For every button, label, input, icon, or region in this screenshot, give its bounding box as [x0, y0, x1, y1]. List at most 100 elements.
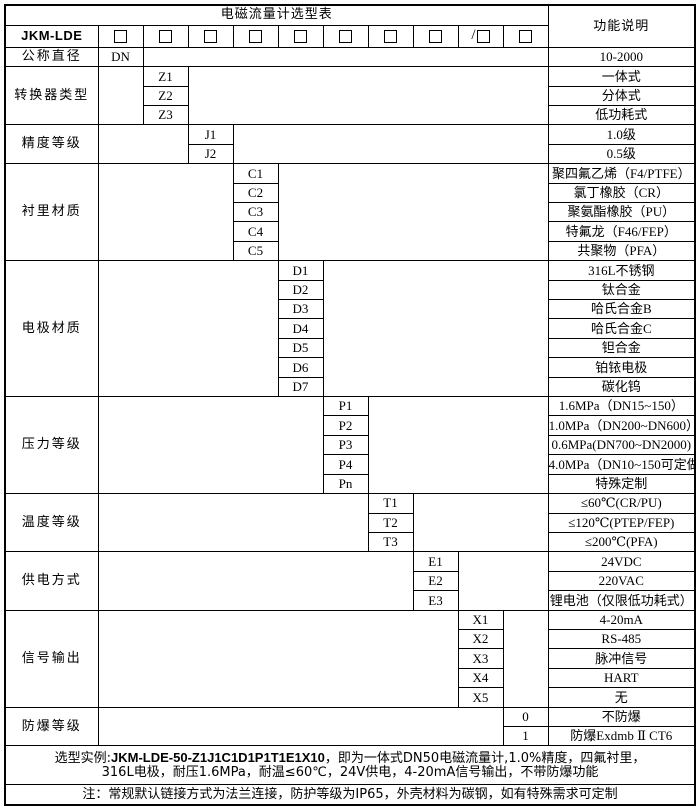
code-box-9[interactable]: /	[457, 24, 504, 48]
code-power-e1[interactable]: E1	[412, 551, 459, 572]
description-lining-c3: 聚氨酯橡胶（PU）	[547, 202, 696, 223]
code-accuracy-j1[interactable]: J1	[187, 124, 234, 145]
description-explosion-0: 不防爆	[547, 706, 696, 727]
code-box-5[interactable]	[277, 24, 324, 48]
row-lining-4: C4 特氟龙（F46/FEP）	[5, 221, 696, 242]
code-pressure-p4[interactable]: P4	[322, 454, 369, 475]
model-code-row: JKM-LDE /	[4, 24, 695, 48]
code-pressure-p3[interactable]: P3	[322, 434, 369, 456]
row-explosion-1: 防爆等级 0 不防爆	[4, 706, 696, 747]
description-signal-x1: 4-20mA	[547, 609, 696, 630]
square-box-icon	[294, 30, 307, 44]
code-box-2[interactable]	[142, 24, 189, 48]
row-temperature-3: T3 ≤200℃(PFA)	[5, 531, 696, 553]
code-box-8[interactable]	[412, 24, 459, 48]
row-signal-5: X5 无	[5, 687, 696, 708]
code-accuracy-j2[interactable]: J2	[187, 143, 234, 165]
description-pressure-p3: 0.6MPa(DN700~DN2000)	[547, 434, 696, 456]
code-explosion-0[interactable]: 0	[502, 706, 549, 727]
description-accuracy-j1: 1.0级	[547, 124, 696, 145]
code-electrode-d3[interactable]: D3	[277, 299, 324, 320]
code-electrode-d6[interactable]: D6	[277, 357, 324, 378]
code-lining-c1[interactable]: C1	[232, 163, 279, 184]
slash-separator: /	[471, 27, 476, 44]
code-temperature-t3[interactable]: T3	[367, 531, 414, 553]
code-signal-x1[interactable]: X1	[457, 609, 504, 630]
code-box-4[interactable]	[232, 24, 279, 48]
category-converter-type: 转换器类型	[4, 66, 99, 126]
code-box-6[interactable]	[322, 24, 369, 48]
category-explosion-proof: 防爆等级	[4, 706, 99, 747]
code-lining-c2[interactable]: C2	[232, 182, 279, 204]
code-electrode-d5[interactable]: D5	[277, 337, 324, 359]
row-nominal-diameter: 公称直径 DN 10-2000	[4, 46, 696, 68]
code-box-7[interactable]	[367, 24, 414, 48]
row-electrode-4: D4 哈氏合金C	[5, 318, 696, 339]
spacer-temperature-right	[412, 493, 549, 553]
code-signal-x3[interactable]: X3	[457, 648, 504, 669]
description-pressure-p2: 1.0MPa（DN200~DN600）	[547, 415, 696, 436]
description-power-e3: 锂电池（仅限低功耗式）	[547, 590, 696, 611]
code-signal-x2[interactable]: X2	[457, 628, 504, 650]
code-nominal-diameter[interactable]: DN	[97, 46, 144, 68]
selection-example-note: 选型实例:JKM-LDE-50-Z1J1C1D1P1T1E1X10，即为一体式D…	[4, 745, 696, 786]
row-lining-2: C2 氯丁橡胶（CR）	[5, 182, 696, 204]
description-lining-c5: 共聚物（PFA）	[547, 240, 696, 262]
row-lining-3: C3 聚氨酯橡胶（PU）	[5, 202, 696, 223]
description-pressure-pn: 特殊定制	[547, 473, 696, 495]
row-converter-type-1: 转换器类型 Z1 一体式	[4, 66, 696, 126]
spacer-pressure-right	[367, 396, 549, 495]
code-lining-c5[interactable]: C5	[232, 240, 279, 262]
code-pressure-pn[interactable]: Pn	[322, 473, 369, 495]
code-electrode-d4[interactable]: D4	[277, 318, 324, 339]
example-label: 选型实例:	[54, 751, 112, 767]
code-temperature-t2[interactable]: T2	[367, 512, 414, 533]
code-box-10[interactable]	[502, 24, 549, 48]
description-electrode-d6: 铂铱电极	[547, 357, 696, 378]
spacer-explosion-left	[97, 706, 504, 747]
code-power-e3[interactable]: E3	[412, 590, 459, 611]
row-explosion-2: 1 防爆Exdmb Ⅱ CT6	[5, 725, 696, 747]
row-power-1: 供电方式 E1 24VDC	[4, 551, 696, 611]
row-lining-1: 衬里材质 C1 聚四氟乙烯（F4/PTFE）	[4, 163, 696, 262]
code-pressure-p1[interactable]: P1	[322, 396, 369, 417]
example-model-code: JKM-LDE-50-Z1J1C1D1P1T1E1X10	[111, 750, 325, 766]
row-accuracy-1: 精度等级 J1 1.0级	[4, 124, 696, 165]
description-explosion-1: 防爆Exdmb Ⅱ CT6	[547, 725, 696, 747]
code-explosion-1[interactable]: 1	[502, 725, 549, 747]
code-box-3[interactable]	[187, 24, 234, 48]
description-electrode-d3: 哈氏合金B	[547, 299, 696, 320]
code-box-1[interactable]	[97, 24, 144, 48]
row-power-2: E2 220VAC	[5, 570, 696, 592]
code-electrode-d1[interactable]: D1	[277, 260, 324, 281]
code-lining-c3[interactable]: C3	[232, 202, 279, 223]
category-nominal-diameter: 公称直径	[4, 46, 99, 68]
description-lining-c2: 氯丁橡胶（CR）	[547, 182, 696, 204]
square-box-icon	[476, 29, 490, 43]
code-pressure-p2[interactable]: P2	[322, 415, 369, 436]
code-signal-x5[interactable]: X5	[457, 687, 504, 708]
spacer-lining-left	[97, 163, 234, 262]
code-power-e2[interactable]: E2	[412, 570, 459, 592]
spacer-signal-left	[97, 609, 459, 708]
description-converter-type-z2: 分体式	[547, 85, 696, 106]
description-converter-type-z1: 一体式	[547, 66, 696, 87]
code-converter-type-z2[interactable]: Z2	[142, 85, 189, 106]
code-signal-x4[interactable]: X4	[457, 667, 504, 689]
code-converter-type-z3[interactable]: Z3	[142, 104, 189, 126]
spec-selection-table: 电磁流量计选型表 功能说明 JKM-LDE / 公称直径 DN 10-2000 …	[4, 4, 696, 806]
row-accuracy-2: J2 0.5级	[5, 143, 696, 165]
spacer-electrode-right	[322, 260, 549, 398]
code-electrode-d2[interactable]: D2	[277, 279, 324, 301]
description-electrode-d1: 316L不锈钢	[547, 260, 696, 281]
description-electrode-d7: 碳化钨	[547, 376, 696, 398]
row-signal-1: 信号输出 X1 4-20mA	[4, 609, 696, 708]
description-signal-x3: 脉冲信号	[547, 648, 696, 669]
code-temperature-t1[interactable]: T1	[367, 493, 414, 514]
code-lining-c4[interactable]: C4	[232, 221, 279, 242]
code-converter-type-z1[interactable]: Z1	[142, 66, 189, 87]
spacer-converter-type	[97, 66, 144, 126]
code-electrode-d7[interactable]: D7	[277, 376, 324, 398]
category-pressure-class: 压力等级	[4, 396, 99, 495]
square-box-icon	[114, 30, 127, 44]
